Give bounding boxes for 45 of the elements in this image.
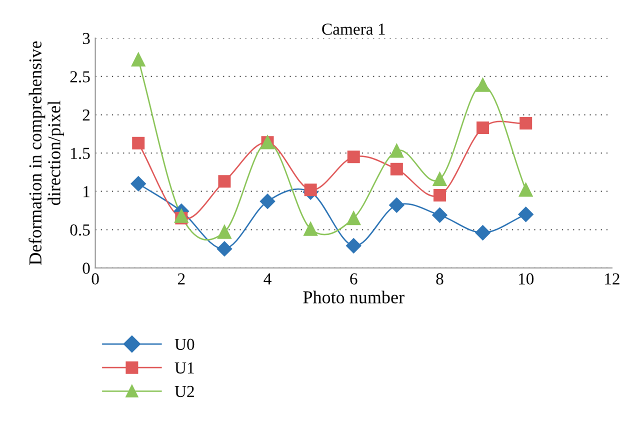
point	[174, 208, 188, 223]
x-tick-label: 10	[518, 273, 534, 285]
point	[216, 241, 232, 256]
point	[130, 176, 146, 192]
y-tick-label: 1	[84, 186, 90, 198]
point	[518, 182, 533, 197]
x-tick-label: 2	[178, 273, 185, 284]
point	[390, 144, 404, 158]
point	[304, 184, 317, 196]
point	[218, 225, 232, 239]
x-axis-title: Photo number	[303, 290, 404, 304]
legend-label: U2	[174, 386, 194, 398]
point	[390, 162, 403, 176]
point	[347, 150, 360, 164]
point	[132, 136, 145, 150]
point	[432, 172, 447, 186]
point	[432, 208, 448, 223]
x-tick-label: 6	[350, 273, 358, 285]
point	[218, 175, 231, 188]
point	[131, 52, 146, 67]
legend-label: U0	[174, 338, 194, 350]
x-tick-label: 4	[264, 273, 272, 284]
point	[475, 225, 490, 240]
y-tick-label: 2.5	[70, 71, 90, 82]
point	[304, 222, 318, 236]
x-tick-label: 0	[92, 273, 99, 285]
point	[520, 116, 532, 130]
y-tick-label: 2	[82, 110, 90, 121]
y-axis-title: Deformation in comprehensive direction/pixel	[28, 41, 64, 265]
point	[476, 122, 490, 134]
point	[346, 211, 361, 226]
y-tick-label: 0	[82, 262, 90, 274]
x-tick-label: 8	[436, 273, 444, 285]
y-tick-label: 3	[82, 32, 90, 44]
legend-label: U1	[174, 362, 194, 374]
y-tick-label: 0.5	[70, 224, 90, 236]
point	[346, 238, 362, 254]
point	[476, 78, 490, 92]
chart-title: Camera 1	[322, 24, 385, 35]
x-tick-label: 12	[605, 273, 620, 284]
point	[389, 198, 404, 213]
y-tick-label: 1.5	[71, 148, 90, 160]
point	[518, 206, 534, 222]
point	[433, 188, 446, 202]
point	[260, 194, 276, 209]
